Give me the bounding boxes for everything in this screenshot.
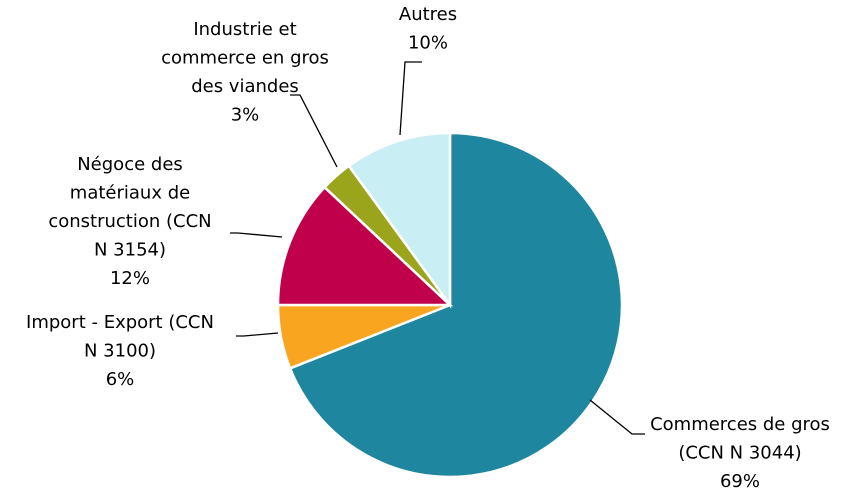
category-label: Négoce des matériaux de construction (CCN N… xyxy=(48,154,211,261)
leader-line xyxy=(230,232,283,238)
pie-slice xyxy=(347,131,452,309)
value-label: 3% xyxy=(231,105,260,126)
category-label: Commerces de gros (CCN N 3044) xyxy=(650,414,830,464)
value-label: 10% xyxy=(408,33,448,54)
pie-slice xyxy=(276,185,454,307)
category-label: Autres xyxy=(399,4,457,25)
value-label: 12% xyxy=(110,268,150,289)
category-label: Import - Export (CCN N 3100) xyxy=(26,312,214,362)
value-label: 69% xyxy=(720,471,760,492)
leader-line xyxy=(589,399,645,435)
leader-line xyxy=(290,94,338,168)
category-label: Industrie et commerce en gros des viandes xyxy=(161,19,329,97)
value-label: 6% xyxy=(106,369,135,390)
leader-line xyxy=(236,332,279,337)
leader-line xyxy=(399,61,422,136)
